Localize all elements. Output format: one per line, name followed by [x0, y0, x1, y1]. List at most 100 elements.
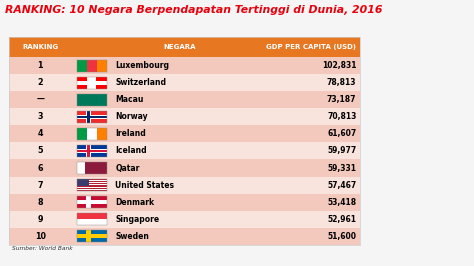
Bar [77, 60, 107, 72]
Text: 7: 7 [37, 181, 43, 190]
Bar [88, 77, 96, 89]
Text: Macau: Macau [115, 95, 144, 104]
Bar [9, 125, 360, 142]
Text: Sumber: World Bank: Sumber: World Bank [12, 246, 73, 251]
Bar [77, 150, 107, 152]
Bar [77, 186, 107, 188]
Bar [9, 74, 360, 91]
Text: 10: 10 [35, 232, 46, 241]
Text: 2: 2 [37, 78, 43, 87]
Text: 6: 6 [37, 164, 43, 173]
Bar [77, 77, 107, 89]
Bar [77, 200, 107, 204]
Bar [87, 60, 97, 72]
Text: NEGARA: NEGARA [164, 44, 196, 50]
Bar [9, 91, 360, 108]
Bar [97, 128, 107, 140]
Text: 5: 5 [37, 147, 43, 155]
Bar [87, 145, 90, 157]
Text: 102,831: 102,831 [322, 61, 356, 70]
Text: Switzerland: Switzerland [115, 78, 166, 87]
Bar [77, 189, 107, 190]
Bar [77, 128, 107, 140]
Bar [77, 111, 107, 123]
Bar [77, 185, 107, 186]
Bar [77, 94, 107, 106]
Bar [86, 196, 91, 208]
Bar [77, 230, 107, 242]
Text: 78,813: 78,813 [327, 78, 356, 87]
Bar [77, 111, 107, 123]
Text: 3: 3 [37, 112, 43, 121]
Bar [9, 194, 360, 211]
Text: Iceland: Iceland [115, 147, 147, 155]
Bar [77, 196, 107, 208]
Text: Qatar: Qatar [115, 164, 140, 173]
Text: —: — [36, 95, 44, 104]
Text: 59,331: 59,331 [328, 164, 356, 173]
Text: RANKING: RANKING [22, 44, 58, 50]
Bar [77, 180, 107, 181]
Bar [77, 149, 107, 153]
Bar [9, 211, 360, 228]
Bar [77, 94, 107, 106]
Text: 70,813: 70,813 [327, 112, 356, 121]
Bar [9, 108, 360, 125]
Bar [77, 182, 107, 183]
Bar [77, 145, 107, 157]
Text: 61,607: 61,607 [327, 129, 356, 138]
Bar [77, 213, 107, 225]
Text: 57,467: 57,467 [327, 181, 356, 190]
Bar [9, 177, 360, 194]
Bar [77, 77, 107, 89]
Bar [77, 162, 107, 174]
Bar [86, 111, 91, 123]
Bar [77, 179, 89, 186]
Text: 53,418: 53,418 [328, 198, 356, 207]
Bar [9, 160, 360, 177]
Bar [77, 213, 107, 219]
Bar [77, 184, 107, 185]
Bar [87, 111, 90, 123]
Bar [77, 179, 107, 191]
Bar [77, 116, 107, 118]
Bar [77, 162, 84, 174]
Text: 59,977: 59,977 [327, 147, 356, 155]
Text: 52,961: 52,961 [328, 215, 356, 224]
Text: 4: 4 [37, 129, 43, 138]
Text: Denmark: Denmark [115, 198, 155, 207]
Text: RANKING: 10 Negara Berpendapatan Tertinggi di Dunia, 2016: RANKING: 10 Negara Berpendapatan Terting… [5, 5, 382, 15]
Bar [9, 142, 360, 160]
Text: United States: United States [115, 181, 174, 190]
Bar [77, 190, 107, 191]
Text: Singapore: Singapore [115, 215, 159, 224]
Bar [77, 219, 107, 225]
Bar [87, 128, 97, 140]
Bar [86, 230, 91, 242]
Text: Ireland: Ireland [115, 129, 146, 138]
Bar [77, 115, 107, 119]
Text: 51,600: 51,600 [328, 232, 356, 241]
Bar [9, 37, 360, 245]
Bar [77, 234, 107, 238]
Bar [77, 128, 87, 140]
Bar [77, 81, 107, 85]
Bar [77, 183, 107, 184]
Bar [9, 228, 360, 245]
Text: Norway: Norway [115, 112, 148, 121]
Text: 73,187: 73,187 [327, 95, 356, 104]
Bar [77, 181, 107, 182]
Bar [77, 196, 107, 208]
Bar [77, 145, 107, 157]
Text: GDP PER CAPITA (USD): GDP PER CAPITA (USD) [265, 44, 356, 50]
Bar [77, 60, 87, 72]
Bar [77, 162, 107, 174]
Bar [77, 179, 107, 180]
Bar [77, 188, 107, 189]
Text: 1: 1 [37, 61, 43, 70]
Text: Sweden: Sweden [115, 232, 149, 241]
Bar [77, 230, 107, 242]
Text: 9: 9 [37, 215, 43, 224]
Bar [9, 37, 360, 57]
Bar [77, 179, 107, 191]
